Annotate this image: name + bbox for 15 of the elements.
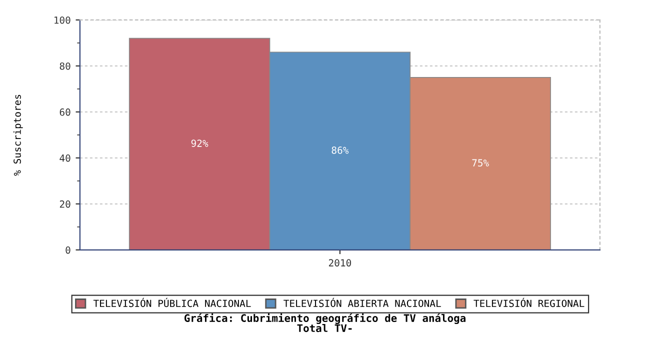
text: Gráfica: Cubrimiento geográfico de TV análoga Total TV- <box>184 313 466 332</box>
legend-label: TELEVISIÓN REGIONAL <box>474 298 584 308</box>
legend-label: TELEVISIÓN PÚBLICA NACIONAL <box>93 298 251 308</box>
y-tick-label: 100 <box>54 16 70 24</box>
y-tick-label: 0 <box>66 246 70 254</box>
data-label: 75% <box>472 159 489 167</box>
y-tick-label: 60 <box>60 108 70 116</box>
legend-label: TELEVISIÓN ABIERTA NACIONAL <box>284 298 441 308</box>
data-label: 86% <box>332 146 349 154</box>
y-axis-title: % Suscriptores <box>13 94 23 176</box>
x-tick-label: 2010 <box>328 259 352 267</box>
data-label: 92% <box>191 140 208 147</box>
y-tick-label: 80 <box>60 62 70 70</box>
y-tick-label: 20 <box>60 200 70 208</box>
y-tick-label: 40 <box>60 154 70 162</box>
